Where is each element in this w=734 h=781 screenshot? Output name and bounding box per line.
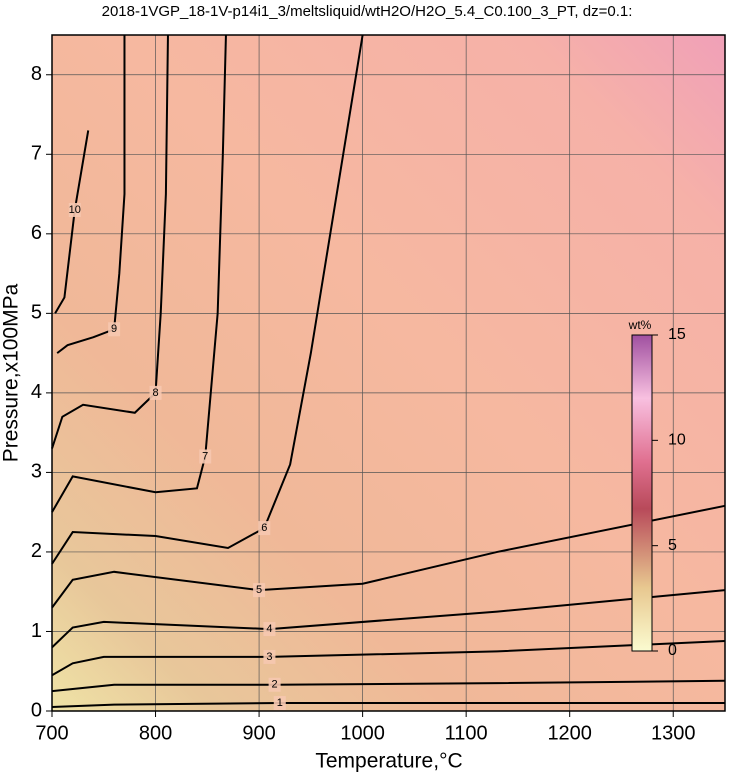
contour-label-bg xyxy=(263,622,276,637)
y-tick-label: 5 xyxy=(31,302,42,324)
contour-label-bg xyxy=(268,677,281,692)
contour-label: 2 xyxy=(272,679,278,691)
x-tick-label: 900 xyxy=(242,722,275,744)
contour-label: 3 xyxy=(266,651,272,663)
contour-label-bg xyxy=(253,583,266,598)
contour-label: 6 xyxy=(261,522,267,534)
contour-line xyxy=(51,34,169,449)
y-axis-label: Pressure,x100MPa xyxy=(0,283,23,462)
contour-label: 5 xyxy=(256,584,262,596)
contour-label: 1 xyxy=(277,697,283,709)
contour-line xyxy=(51,34,227,513)
y-tick-label: 8 xyxy=(31,63,42,85)
y-tick-label: 0 xyxy=(31,699,42,721)
y-tick-label: 2 xyxy=(31,540,42,562)
contour-label-bg xyxy=(258,521,271,536)
plot-background xyxy=(52,35,725,711)
contour-line xyxy=(51,589,726,649)
x-tick-label: 700 xyxy=(35,722,68,744)
y-tick-label: 6 xyxy=(31,222,42,244)
y-tick-label: 1 xyxy=(31,620,42,642)
contour-line xyxy=(54,130,90,314)
colorbar-tick-label: 5 xyxy=(668,537,677,554)
y-tick-label: 7 xyxy=(31,143,42,165)
contour-line xyxy=(51,640,726,677)
contour-label: 9 xyxy=(111,323,117,335)
x-tick-label: 1000 xyxy=(340,722,385,744)
y-tick-label: 4 xyxy=(31,381,42,403)
contours: 1 2 3 4 5 6 7 8 9 10 xyxy=(51,34,726,711)
contour-label: 4 xyxy=(266,623,272,635)
y-tick-label: 3 xyxy=(31,461,42,483)
colorbar-ticks: 0 5 10 15 xyxy=(652,326,686,659)
x-tick-label: 1300 xyxy=(651,722,696,744)
contour-label-bg xyxy=(108,322,121,337)
x-axis-label: Temperature,°C xyxy=(315,750,462,773)
x-tick-label: 800 xyxy=(139,722,172,744)
contour-label: 10 xyxy=(69,204,81,216)
x-tick-label: 1200 xyxy=(547,722,592,744)
colorbar xyxy=(631,334,653,652)
colorbar-tick-label: 0 xyxy=(668,642,677,659)
colorbar-tick-label: 10 xyxy=(668,432,686,449)
plot-frame xyxy=(51,34,726,712)
contour-label-bg xyxy=(263,649,276,664)
colorbar-tick-label: 15 xyxy=(668,326,686,343)
x-tick-label: 1100 xyxy=(445,722,488,744)
colorbar-label: wt% xyxy=(628,318,652,332)
contour-label-bg xyxy=(68,202,81,217)
contour-label-bg xyxy=(199,449,212,464)
contour-label-bg xyxy=(273,696,286,711)
grid xyxy=(51,35,725,712)
chart-title: 2018-1VGP_18-1V-p14i1_3/meltsliquid/wtH2… xyxy=(102,3,633,20)
contour-label: 8 xyxy=(152,387,158,399)
contour-label-bg xyxy=(149,385,162,400)
contour-label: 7 xyxy=(202,450,208,462)
